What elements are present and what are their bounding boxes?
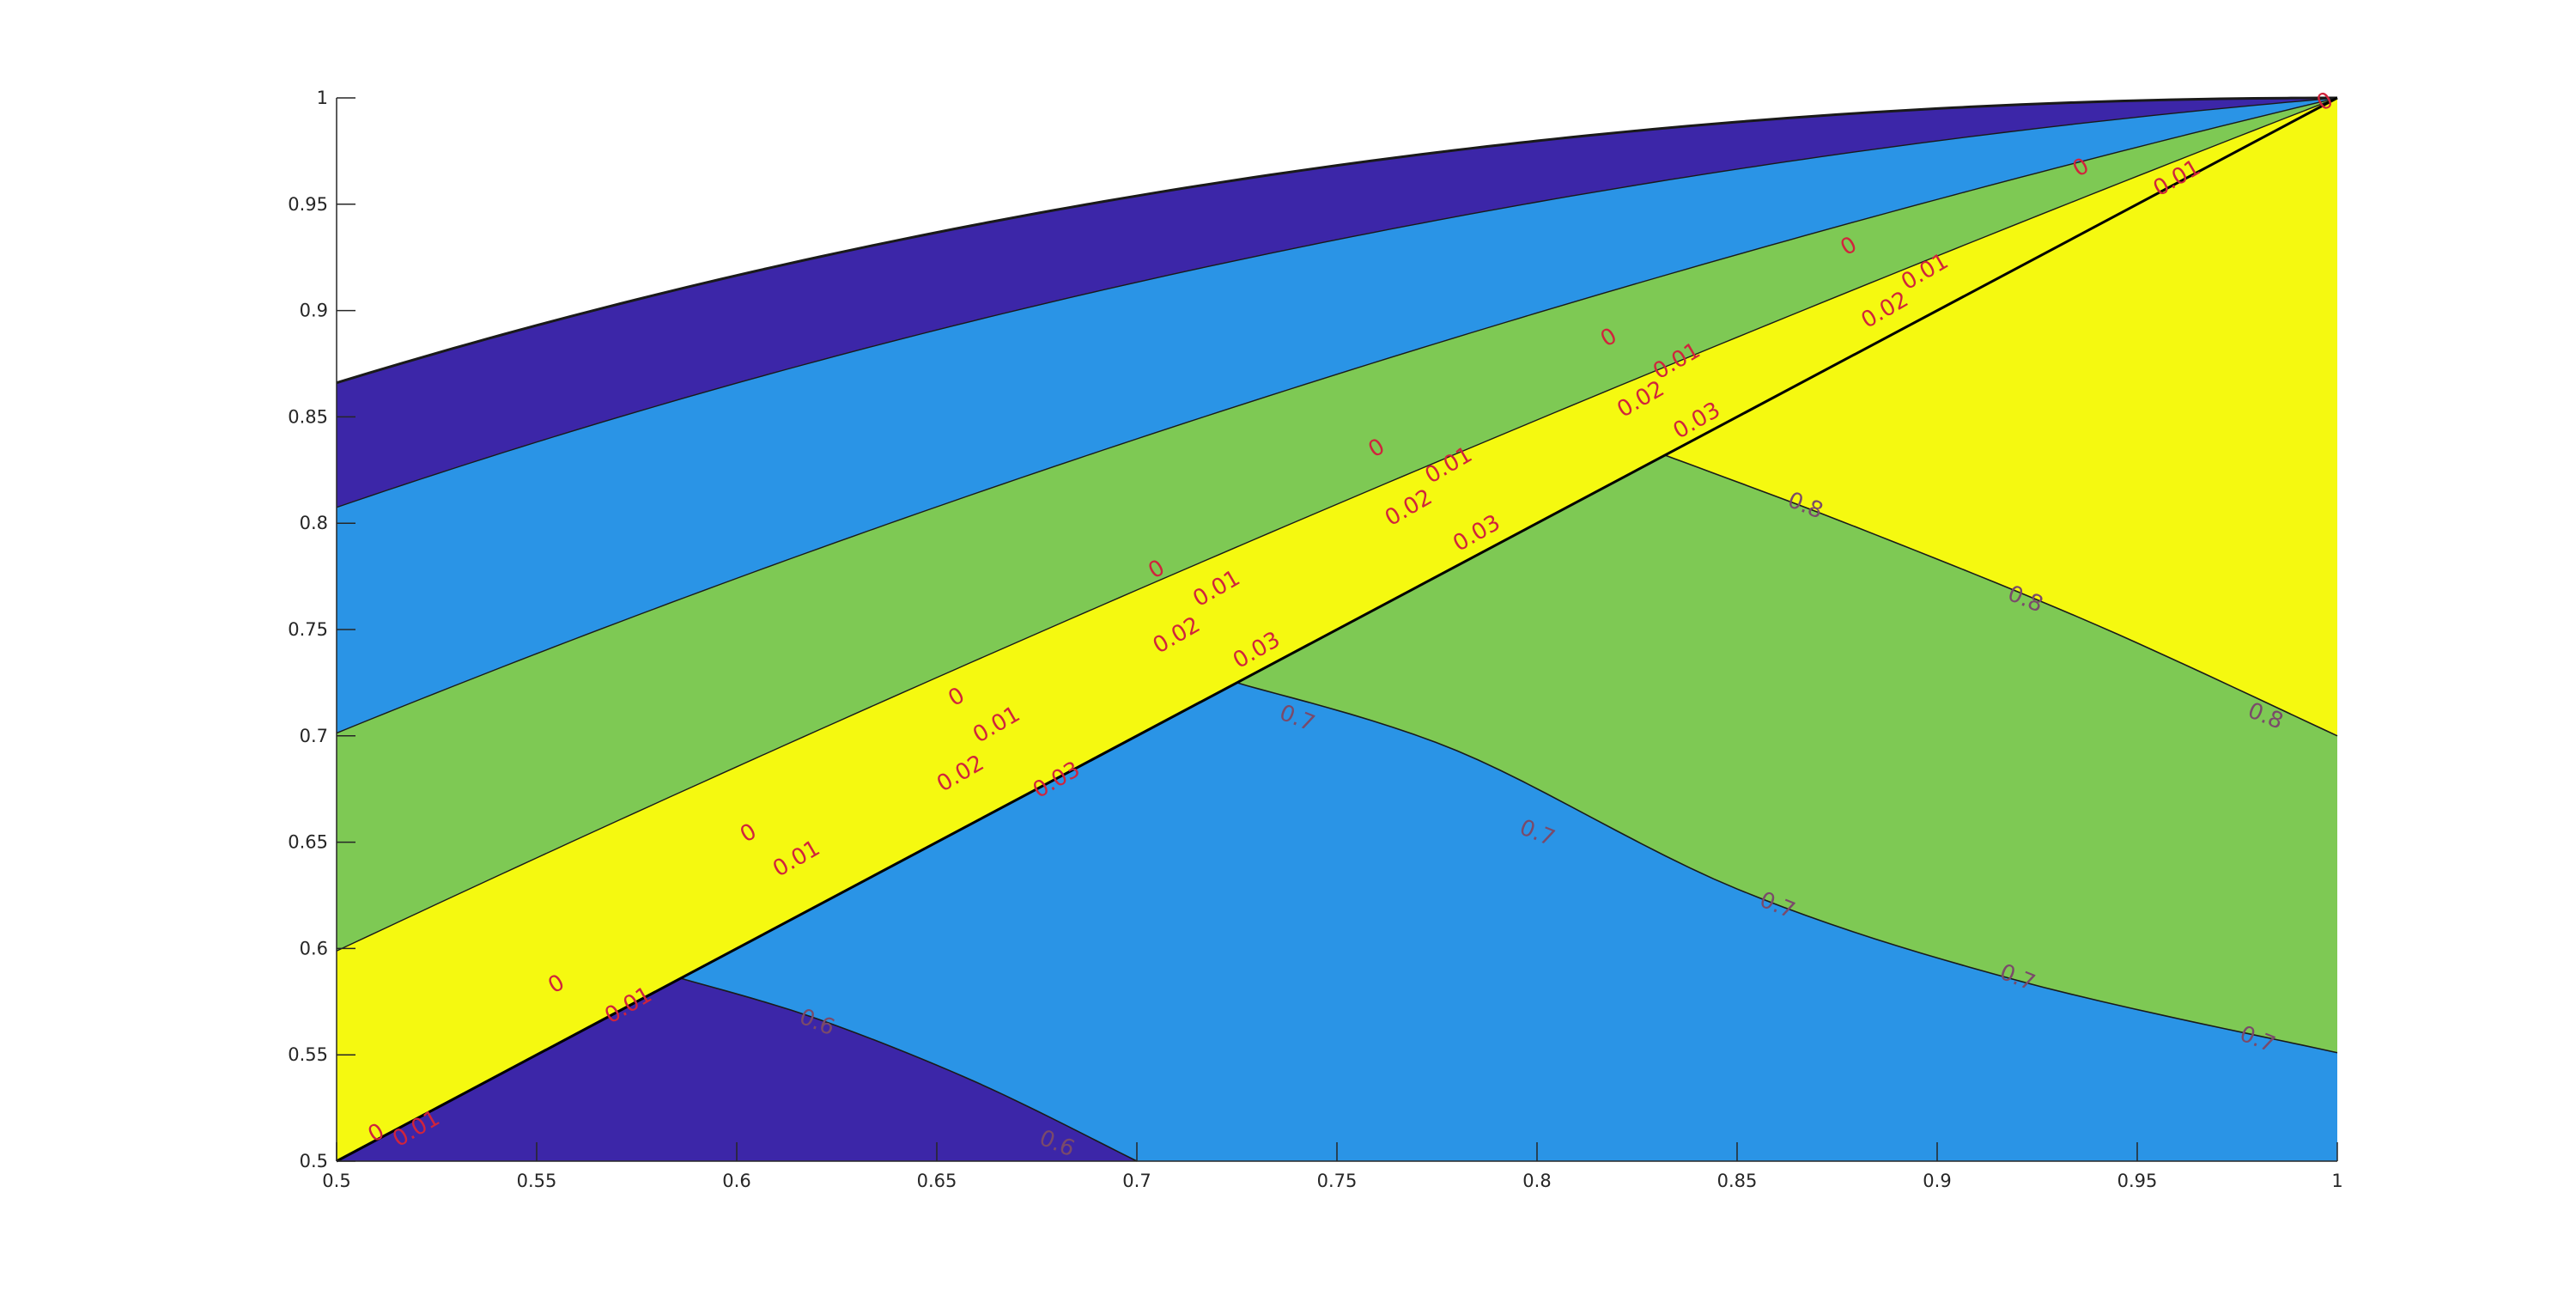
contour-line-0.8 xyxy=(1664,454,2338,737)
x-tick-label: 0.9 xyxy=(1923,1171,1951,1191)
upper-contour-line-0.01 xyxy=(336,97,2338,508)
lower-fill-yellow xyxy=(1665,98,2337,736)
y-tick-label: 0.6 xyxy=(300,938,328,958)
y-tick-label: 0.9 xyxy=(300,301,328,321)
upper-contour-line-0 xyxy=(336,96,2338,385)
diagonal-line xyxy=(336,96,2338,1163)
upper-fill-purple xyxy=(337,98,2337,508)
y-tick-label: 0.55 xyxy=(288,1044,328,1065)
y-tick-label: 0.95 xyxy=(288,194,328,215)
x-tick-label: 0.5 xyxy=(322,1171,350,1191)
contour-line-0.6 xyxy=(680,977,1138,1162)
y-tick-label: 0.7 xyxy=(300,726,328,746)
contour-lines xyxy=(336,96,2338,1162)
lower-fill-purple xyxy=(337,978,1137,1161)
x-tick-label: 0.65 xyxy=(917,1171,957,1191)
y-tick-label: 0.65 xyxy=(288,832,328,853)
x-tick-label: 0.85 xyxy=(1717,1171,1758,1191)
y-tick-label: 1 xyxy=(317,88,328,108)
upper-fill-blue xyxy=(337,98,2337,733)
x-tick-label: 0.75 xyxy=(1317,1171,1358,1191)
x-tick-label: 0.8 xyxy=(1522,1171,1551,1191)
y-tick-label: 0.5 xyxy=(300,1151,328,1171)
diagonal-boundary xyxy=(336,96,2338,1163)
axes: 0.5 0.55 0.6 0.65 0.7 0.75 0.8 0.85 0.9 0.95 1 0.5 0… xyxy=(288,88,2342,1191)
upper-contour-line-0.03 xyxy=(336,97,2338,952)
upper-contour-line-0.02 xyxy=(336,97,2338,734)
x-tick-label: 0.6 xyxy=(722,1171,750,1191)
x-tick-label: 0.55 xyxy=(517,1171,557,1191)
y-tick-label: 0.75 xyxy=(288,619,328,640)
x-tick-label: 1 xyxy=(2331,1171,2342,1191)
x-tick-label: 0.7 xyxy=(1122,1171,1151,1191)
contour-line-0.7 xyxy=(1236,682,2338,1054)
y-tick-label: 0.8 xyxy=(300,513,328,533)
x-tick-label: 0.95 xyxy=(2117,1171,2158,1191)
y-tick-label: 0.85 xyxy=(288,406,328,427)
